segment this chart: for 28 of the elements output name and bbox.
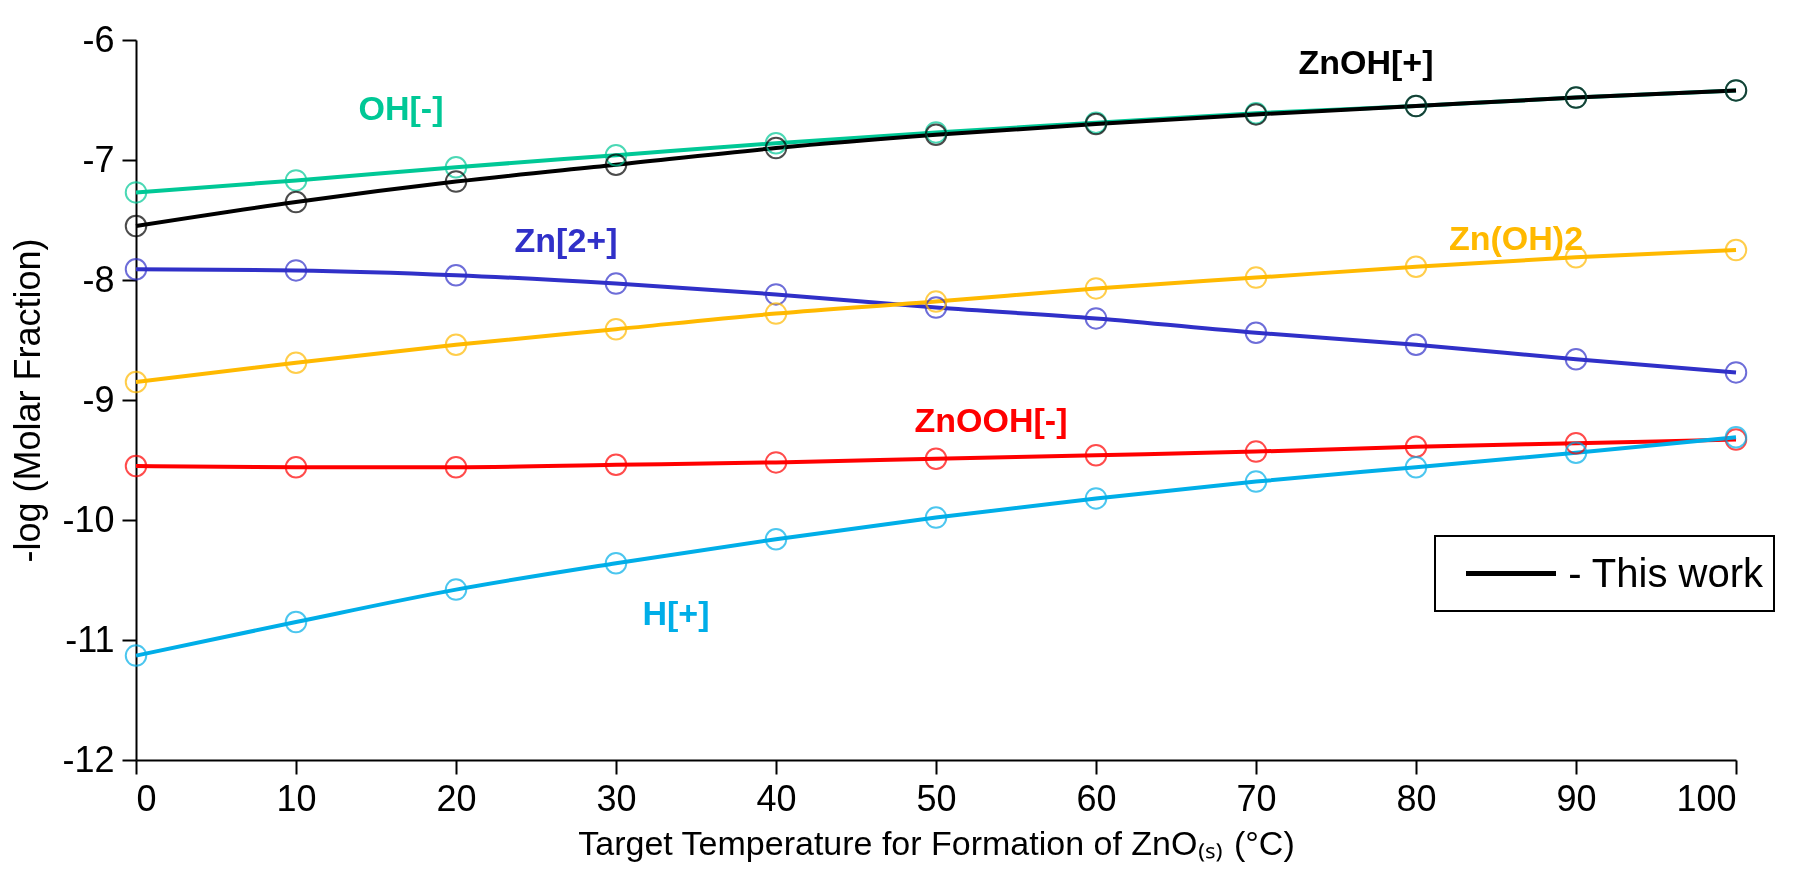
x-tick-label: 50 [916, 777, 957, 819]
x-tick-label: 20 [436, 777, 477, 819]
y-axis-title: -log (Molar Fraction) [7, 238, 49, 563]
x-tick-label: 80 [1396, 777, 1437, 819]
series-label: Zn(OH)2 [1448, 218, 1584, 257]
series-label: ZnOOH[-] [914, 400, 1068, 439]
series-label: ZnOH[+] [1298, 43, 1434, 81]
legend-frame: - This work [1434, 535, 1775, 612]
x-tick-label: 40 [756, 777, 797, 819]
x-tick-label: 10 [276, 777, 317, 819]
y-tick-label: -11 [65, 618, 115, 660]
series-label: Zn[2+] [514, 220, 618, 259]
x-tick-label: 0 [136, 777, 157, 819]
x-tick-label: 70 [1236, 777, 1277, 819]
y-tick-label: -6 [82, 18, 115, 60]
annotation: - This work [1568, 551, 1763, 596]
x-tick-label: 30 [596, 777, 637, 819]
series-label: H[+] [642, 594, 710, 633]
y-tick-label: -7 [82, 138, 115, 180]
y-tick-label: -12 [62, 738, 115, 780]
x-tick-label: 60 [1076, 777, 1117, 819]
series-label: OH[-] [358, 89, 444, 128]
y-tick-label: -8 [82, 258, 115, 300]
x-axis-title: Target Temperature for Formation of ZnO₍ₛ₎ (°C) [578, 823, 1295, 862]
x-tick-label: 100 [1676, 777, 1737, 819]
y-tick-label: -9 [82, 378, 115, 420]
x-tick-label: 90 [1556, 777, 1597, 819]
y-tick-label: -10 [62, 498, 115, 540]
